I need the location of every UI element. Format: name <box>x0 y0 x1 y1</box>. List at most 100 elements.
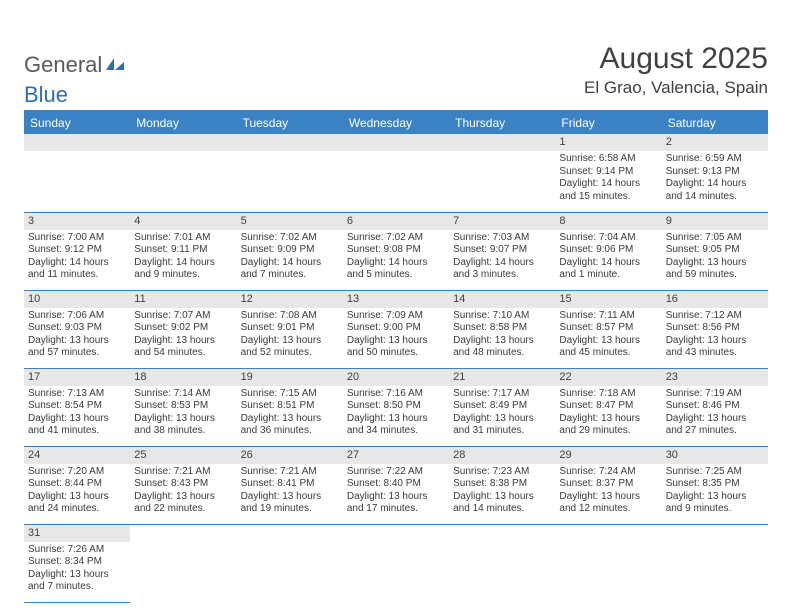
sunset-text: Sunset: 9:00 PM <box>347 322 445 335</box>
calendar-cell <box>130 134 236 212</box>
day-number: 12 <box>237 291 343 308</box>
weekday-header: Sunday <box>24 111 130 134</box>
month-title: August 2025 <box>584 42 768 76</box>
sunrise-text: Sunrise: 7:14 AM <box>134 388 232 401</box>
calendar-cell: 21Sunrise: 7:17 AMSunset: 8:49 PMDayligh… <box>449 368 555 446</box>
sunset-text: Sunset: 8:58 PM <box>453 322 551 335</box>
day-number: 20 <box>343 369 449 386</box>
day-number: 19 <box>237 369 343 386</box>
calendar-row: 31Sunrise: 7:26 AMSunset: 8:34 PMDayligh… <box>24 524 768 602</box>
sunrise-text: Sunrise: 6:59 AM <box>666 153 764 166</box>
weekday-header: Saturday <box>662 111 768 134</box>
calendar-cell: 13Sunrise: 7:09 AMSunset: 9:00 PMDayligh… <box>343 290 449 368</box>
daylight-text: Daylight: 13 hours and 22 minutes. <box>134 491 232 516</box>
calendar-row: 17Sunrise: 7:13 AMSunset: 8:54 PMDayligh… <box>24 368 768 446</box>
day-number: 14 <box>449 291 555 308</box>
sunset-text: Sunset: 9:11 PM <box>134 244 232 257</box>
daylight-text: Daylight: 14 hours and 3 minutes. <box>453 257 551 282</box>
day-number: 24 <box>24 447 130 464</box>
sunrise-text: Sunrise: 7:13 AM <box>28 388 126 401</box>
sunset-text: Sunset: 8:49 PM <box>453 400 551 413</box>
sunrise-text: Sunrise: 7:12 AM <box>666 310 764 323</box>
daylight-text: Daylight: 13 hours and 29 minutes. <box>559 413 657 438</box>
calendar-table: Sunday Monday Tuesday Wednesday Thursday… <box>24 110 768 603</box>
day-number: 6 <box>343 213 449 230</box>
sunset-text: Sunset: 8:37 PM <box>559 478 657 491</box>
sunset-text: Sunset: 8:44 PM <box>28 478 126 491</box>
sunrise-text: Sunrise: 7:26 AM <box>28 544 126 557</box>
day-number: 11 <box>130 291 236 308</box>
sunrise-text: Sunrise: 7:02 AM <box>347 232 445 245</box>
day-number-empty <box>237 134 343 151</box>
calendar-cell: 1Sunrise: 6:58 AMSunset: 9:14 PMDaylight… <box>555 134 661 212</box>
calendar-cell <box>237 134 343 212</box>
day-details: Sunrise: 6:59 AMSunset: 9:13 PMDaylight:… <box>662 151 768 205</box>
calendar-cell: 6Sunrise: 7:02 AMSunset: 9:08 PMDaylight… <box>343 212 449 290</box>
day-number: 2 <box>662 134 768 151</box>
sunrise-text: Sunrise: 7:23 AM <box>453 466 551 479</box>
day-details: Sunrise: 7:07 AMSunset: 9:02 PMDaylight:… <box>130 308 236 362</box>
sunset-text: Sunset: 8:34 PM <box>28 556 126 569</box>
day-details: Sunrise: 7:22 AMSunset: 8:40 PMDaylight:… <box>343 464 449 518</box>
calendar-cell: 27Sunrise: 7:22 AMSunset: 8:40 PMDayligh… <box>343 446 449 524</box>
calendar-row: 1Sunrise: 6:58 AMSunset: 9:14 PMDaylight… <box>24 134 768 212</box>
day-number: 13 <box>343 291 449 308</box>
day-number: 5 <box>237 213 343 230</box>
day-details: Sunrise: 7:20 AMSunset: 8:44 PMDaylight:… <box>24 464 130 518</box>
day-number: 15 <box>555 291 661 308</box>
day-details: Sunrise: 6:58 AMSunset: 9:14 PMDaylight:… <box>555 151 661 205</box>
sunrise-text: Sunrise: 7:19 AM <box>666 388 764 401</box>
sunset-text: Sunset: 8:54 PM <box>28 400 126 413</box>
calendar-cell: 24Sunrise: 7:20 AMSunset: 8:44 PMDayligh… <box>24 446 130 524</box>
day-details: Sunrise: 7:13 AMSunset: 8:54 PMDaylight:… <box>24 386 130 440</box>
sunrise-text: Sunrise: 7:16 AM <box>347 388 445 401</box>
daylight-text: Daylight: 13 hours and 19 minutes. <box>241 491 339 516</box>
day-number-empty <box>24 134 130 151</box>
day-number-empty <box>343 134 449 151</box>
sunset-text: Sunset: 8:35 PM <box>666 478 764 491</box>
daylight-text: Daylight: 13 hours and 52 minutes. <box>241 335 339 360</box>
daylight-text: Daylight: 14 hours and 14 minutes. <box>666 178 764 203</box>
day-number: 17 <box>24 369 130 386</box>
sunset-text: Sunset: 9:02 PM <box>134 322 232 335</box>
logo-sail-icon <box>104 56 126 74</box>
calendar-cell: 10Sunrise: 7:06 AMSunset: 9:03 PMDayligh… <box>24 290 130 368</box>
day-details: Sunrise: 7:10 AMSunset: 8:58 PMDaylight:… <box>449 308 555 362</box>
day-details: Sunrise: 7:08 AMSunset: 9:01 PMDaylight:… <box>237 308 343 362</box>
day-number: 7 <box>449 213 555 230</box>
day-number: 23 <box>662 369 768 386</box>
sunset-text: Sunset: 8:40 PM <box>347 478 445 491</box>
daylight-text: Daylight: 14 hours and 5 minutes. <box>347 257 445 282</box>
calendar-cell: 28Sunrise: 7:23 AMSunset: 8:38 PMDayligh… <box>449 446 555 524</box>
sunrise-text: Sunrise: 7:04 AM <box>559 232 657 245</box>
sunset-text: Sunset: 9:01 PM <box>241 322 339 335</box>
daylight-text: Daylight: 13 hours and 14 minutes. <box>453 491 551 516</box>
day-details: Sunrise: 7:14 AMSunset: 8:53 PMDaylight:… <box>130 386 236 440</box>
sunset-text: Sunset: 9:14 PM <box>559 166 657 179</box>
calendar-row: 3Sunrise: 7:00 AMSunset: 9:12 PMDaylight… <box>24 212 768 290</box>
sunset-text: Sunset: 8:53 PM <box>134 400 232 413</box>
location: El Grao, Valencia, Spain <box>584 78 768 98</box>
weekday-header-row: Sunday Monday Tuesday Wednesday Thursday… <box>24 111 768 134</box>
sunset-text: Sunset: 9:06 PM <box>559 244 657 257</box>
weekday-header: Tuesday <box>237 111 343 134</box>
day-number: 21 <box>449 369 555 386</box>
sunset-text: Sunset: 8:57 PM <box>559 322 657 335</box>
day-number: 4 <box>130 213 236 230</box>
calendar-cell: 19Sunrise: 7:15 AMSunset: 8:51 PMDayligh… <box>237 368 343 446</box>
daylight-text: Daylight: 14 hours and 1 minute. <box>559 257 657 282</box>
sunrise-text: Sunrise: 7:10 AM <box>453 310 551 323</box>
day-number: 30 <box>662 447 768 464</box>
day-details: Sunrise: 7:02 AMSunset: 9:08 PMDaylight:… <box>343 230 449 284</box>
calendar-cell: 25Sunrise: 7:21 AMSunset: 8:43 PMDayligh… <box>130 446 236 524</box>
daylight-text: Daylight: 13 hours and 45 minutes. <box>559 335 657 360</box>
daylight-text: Daylight: 13 hours and 41 minutes. <box>28 413 126 438</box>
sunset-text: Sunset: 9:03 PM <box>28 322 126 335</box>
sunrise-text: Sunrise: 7:20 AM <box>28 466 126 479</box>
sunrise-text: Sunrise: 7:22 AM <box>347 466 445 479</box>
day-details: Sunrise: 7:01 AMSunset: 9:11 PMDaylight:… <box>130 230 236 284</box>
calendar-cell: 29Sunrise: 7:24 AMSunset: 8:37 PMDayligh… <box>555 446 661 524</box>
day-number: 27 <box>343 447 449 464</box>
sunrise-text: Sunrise: 6:58 AM <box>559 153 657 166</box>
day-number-empty <box>130 134 236 151</box>
